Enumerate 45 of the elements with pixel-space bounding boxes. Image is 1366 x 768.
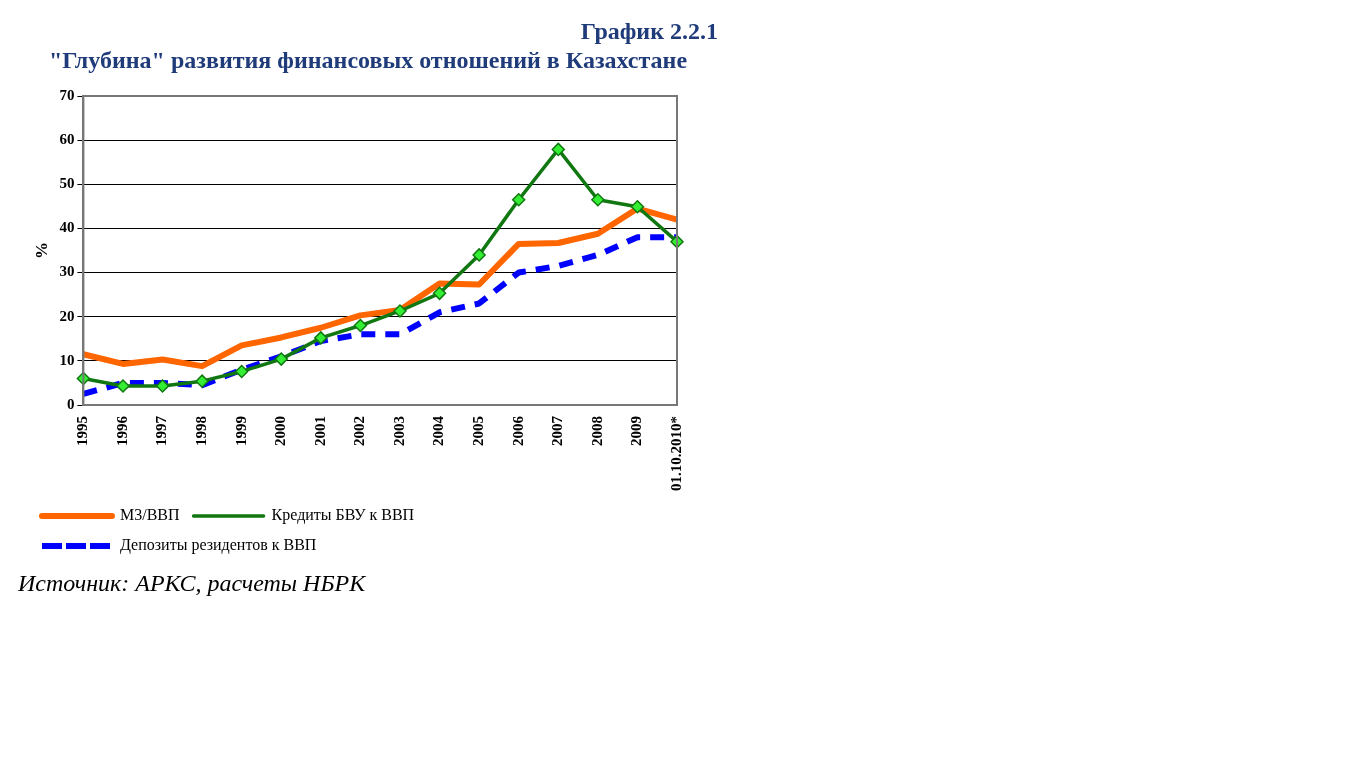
y-tick-label: 40 bbox=[59, 219, 75, 236]
y-tick-label: 70 bbox=[59, 87, 75, 104]
x-tick-label: 2007 bbox=[549, 415, 566, 447]
point bbox=[393, 304, 407, 318]
y-tick-label: 60 bbox=[59, 131, 75, 148]
x-tick-label: 1997 bbox=[153, 415, 170, 447]
y-tick-label: 50 bbox=[59, 175, 75, 192]
x-tick-label: 1998 bbox=[192, 416, 209, 447]
x-tick-label: 2009 bbox=[628, 416, 645, 447]
chart-title: "Глубина" развития финансовых отношений в Казахстане bbox=[47, 46, 689, 75]
y-tick-label: 20 bbox=[59, 307, 75, 324]
chart-subtitle: График 2.2.1 bbox=[579, 18, 718, 45]
y-tick-label: 0 bbox=[66, 396, 75, 413]
point bbox=[551, 142, 566, 157]
x-tick-label: 2004 bbox=[430, 415, 447, 447]
point bbox=[630, 200, 645, 214]
legend-label: Кредиты БВУ к ВВП bbox=[271, 506, 415, 525]
x-tick-label: 01.10.2010* bbox=[667, 416, 684, 492]
point bbox=[116, 379, 130, 393]
x-tick-label: 2006 bbox=[509, 415, 526, 447]
point bbox=[511, 193, 526, 207]
point bbox=[234, 364, 249, 379]
y-tick-label: 10 bbox=[59, 351, 75, 368]
x-tick-label: 1995 bbox=[74, 416, 91, 447]
point bbox=[353, 318, 368, 333]
text: Источник: АРКС, расчеты НБРК bbox=[18, 570, 367, 598]
x-tick-label: 1996 bbox=[113, 415, 130, 447]
point bbox=[314, 331, 328, 345]
x-tick-label: 1999 bbox=[232, 416, 249, 447]
point bbox=[195, 374, 209, 389]
x-tick-label: 2001 bbox=[311, 416, 328, 447]
x-tick-label: 2005 bbox=[470, 416, 487, 447]
y-axis-title: % bbox=[31, 242, 51, 260]
point bbox=[155, 379, 170, 393]
point bbox=[432, 286, 447, 301]
point bbox=[274, 352, 289, 367]
x-tick-label: 2008 bbox=[588, 416, 605, 447]
point bbox=[472, 248, 486, 262]
legend-label: Депозиты резидентов к ВВП bbox=[120, 536, 317, 555]
x-tick-label: 2000 bbox=[272, 416, 289, 447]
x-tick-label: 2003 bbox=[390, 416, 407, 447]
legend-label: М3/ВВП bbox=[120, 506, 181, 524]
y-tick-label: 30 bbox=[59, 263, 75, 280]
point bbox=[591, 193, 605, 207]
x-tick-label: 2002 bbox=[351, 416, 368, 447]
